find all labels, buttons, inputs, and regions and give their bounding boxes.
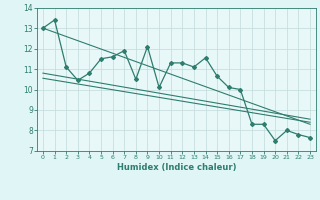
- X-axis label: Humidex (Indice chaleur): Humidex (Indice chaleur): [117, 163, 236, 172]
